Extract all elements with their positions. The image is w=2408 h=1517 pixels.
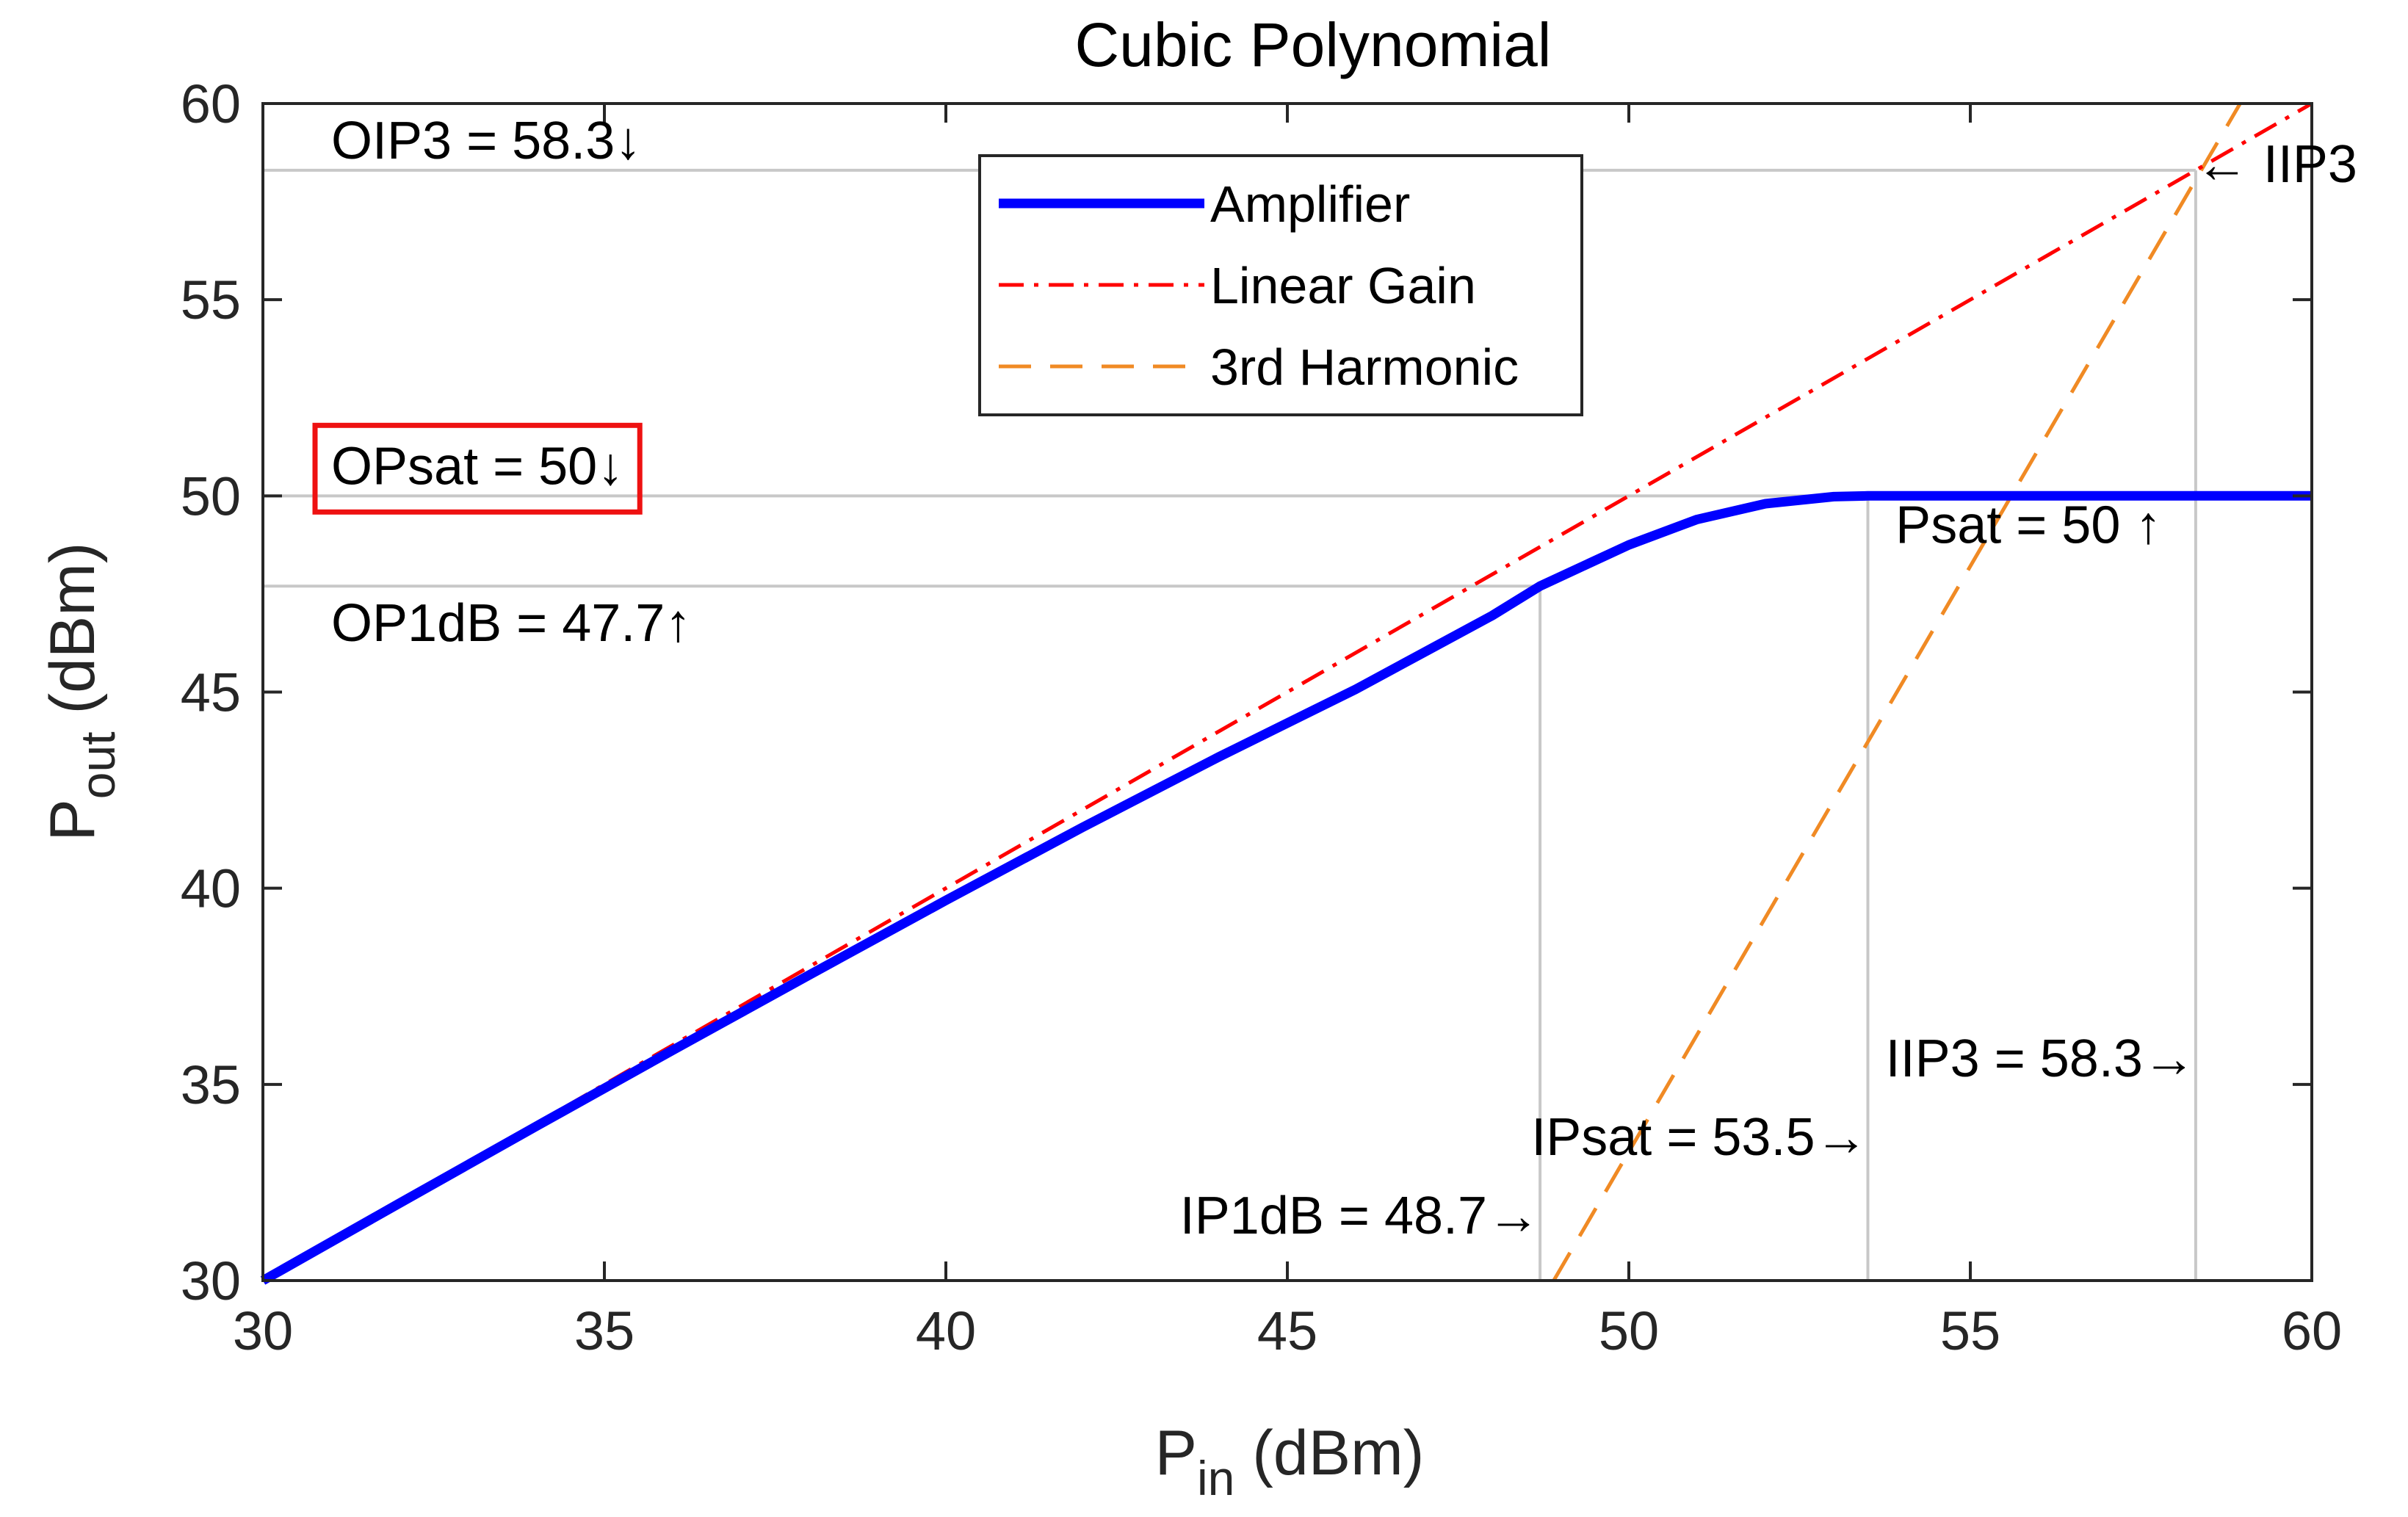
chart-title: Cubic Polynomial	[1075, 10, 1552, 79]
x-tick-label: 30	[233, 1300, 293, 1361]
legend-label-amplifier: Amplifier	[1210, 175, 1410, 233]
plot-area	[260, 101, 2313, 1285]
y-axis-label-sub: out	[70, 731, 125, 799]
y-tick-label: 45	[181, 662, 241, 723]
y-axis-label-main: P	[37, 799, 108, 841]
x-axis-ticks: 30 35 40 45 50 55 60	[233, 104, 2342, 1361]
annotation-iip3: IIP3 = 58.3→	[1886, 1029, 2196, 1088]
x-tick-label: 45	[1257, 1300, 1317, 1361]
annotation-op1db: OP1dB = 47.7↑	[331, 594, 691, 653]
y-tick-label: 40	[181, 858, 241, 919]
x-tick-label: 55	[1940, 1300, 2000, 1361]
legend: Amplifier Linear Gain 3rd Harmonic	[978, 154, 1583, 416]
series-line-amplifier	[260, 490, 2312, 1285]
annotation-iip3-marker: ← IIP3	[2196, 135, 2357, 194]
y-axis-label: Pout (dBm)	[37, 542, 125, 841]
series-line-3rd-harmonic	[1552, 102, 2242, 1282]
svg-text:Pout (dBm): Pout (dBm)	[37, 542, 125, 841]
annotation-ip1db: IP1dB = 48.7→	[1180, 1187, 1540, 1245]
legend-label-linear-gain: Linear Gain	[1210, 257, 1476, 314]
y-axis-ticks: 30 35 40 45 50 55 60	[181, 73, 2312, 1311]
y-tick-label: 60	[181, 73, 241, 134]
annotations-layer: OIP3 = 58.3↓ OPsat = 50↓ OP1dB = 47.7↑ Psat…	[312, 112, 2357, 1245]
legend-label-3rd-harmonic: 3rd Harmonic	[1210, 338, 1519, 396]
x-tick-label: 40	[916, 1300, 976, 1361]
svg-text:Pin (dBm): Pin (dBm)	[1155, 1418, 1425, 1505]
x-axis-label-main: P	[1155, 1418, 1197, 1488]
x-axis-label-unit: (dBm)	[1234, 1418, 1424, 1488]
x-tick-label: 35	[574, 1300, 634, 1361]
x-axis-label-sub: in	[1197, 1451, 1234, 1505]
series-layer	[260, 101, 2313, 1285]
annotation-highlight-box	[312, 422, 643, 515]
x-tick-label: 60	[2282, 1300, 2342, 1361]
annotation-ipsat: IPsat = 53.5→	[1531, 1108, 1868, 1167]
y-tick-label: 55	[181, 269, 241, 330]
y-tick-label: 50	[181, 466, 241, 526]
x-axis-label: Pin (dBm)	[1155, 1418, 1425, 1505]
annotation-oip3: OIP3 = 58.3↓	[331, 112, 641, 170]
y-tick-label: 30	[181, 1250, 241, 1311]
y-tick-label: 35	[181, 1054, 241, 1115]
y-axis-label-unit: (dBm)	[37, 542, 108, 731]
series-line-linear-gain	[261, 101, 2313, 1283]
annotation-opsat: OPsat = 50↓	[331, 437, 623, 496]
x-tick-label: 50	[1599, 1300, 1659, 1361]
annotation-psat: Psat = 50 ↑	[1895, 496, 2161, 554]
